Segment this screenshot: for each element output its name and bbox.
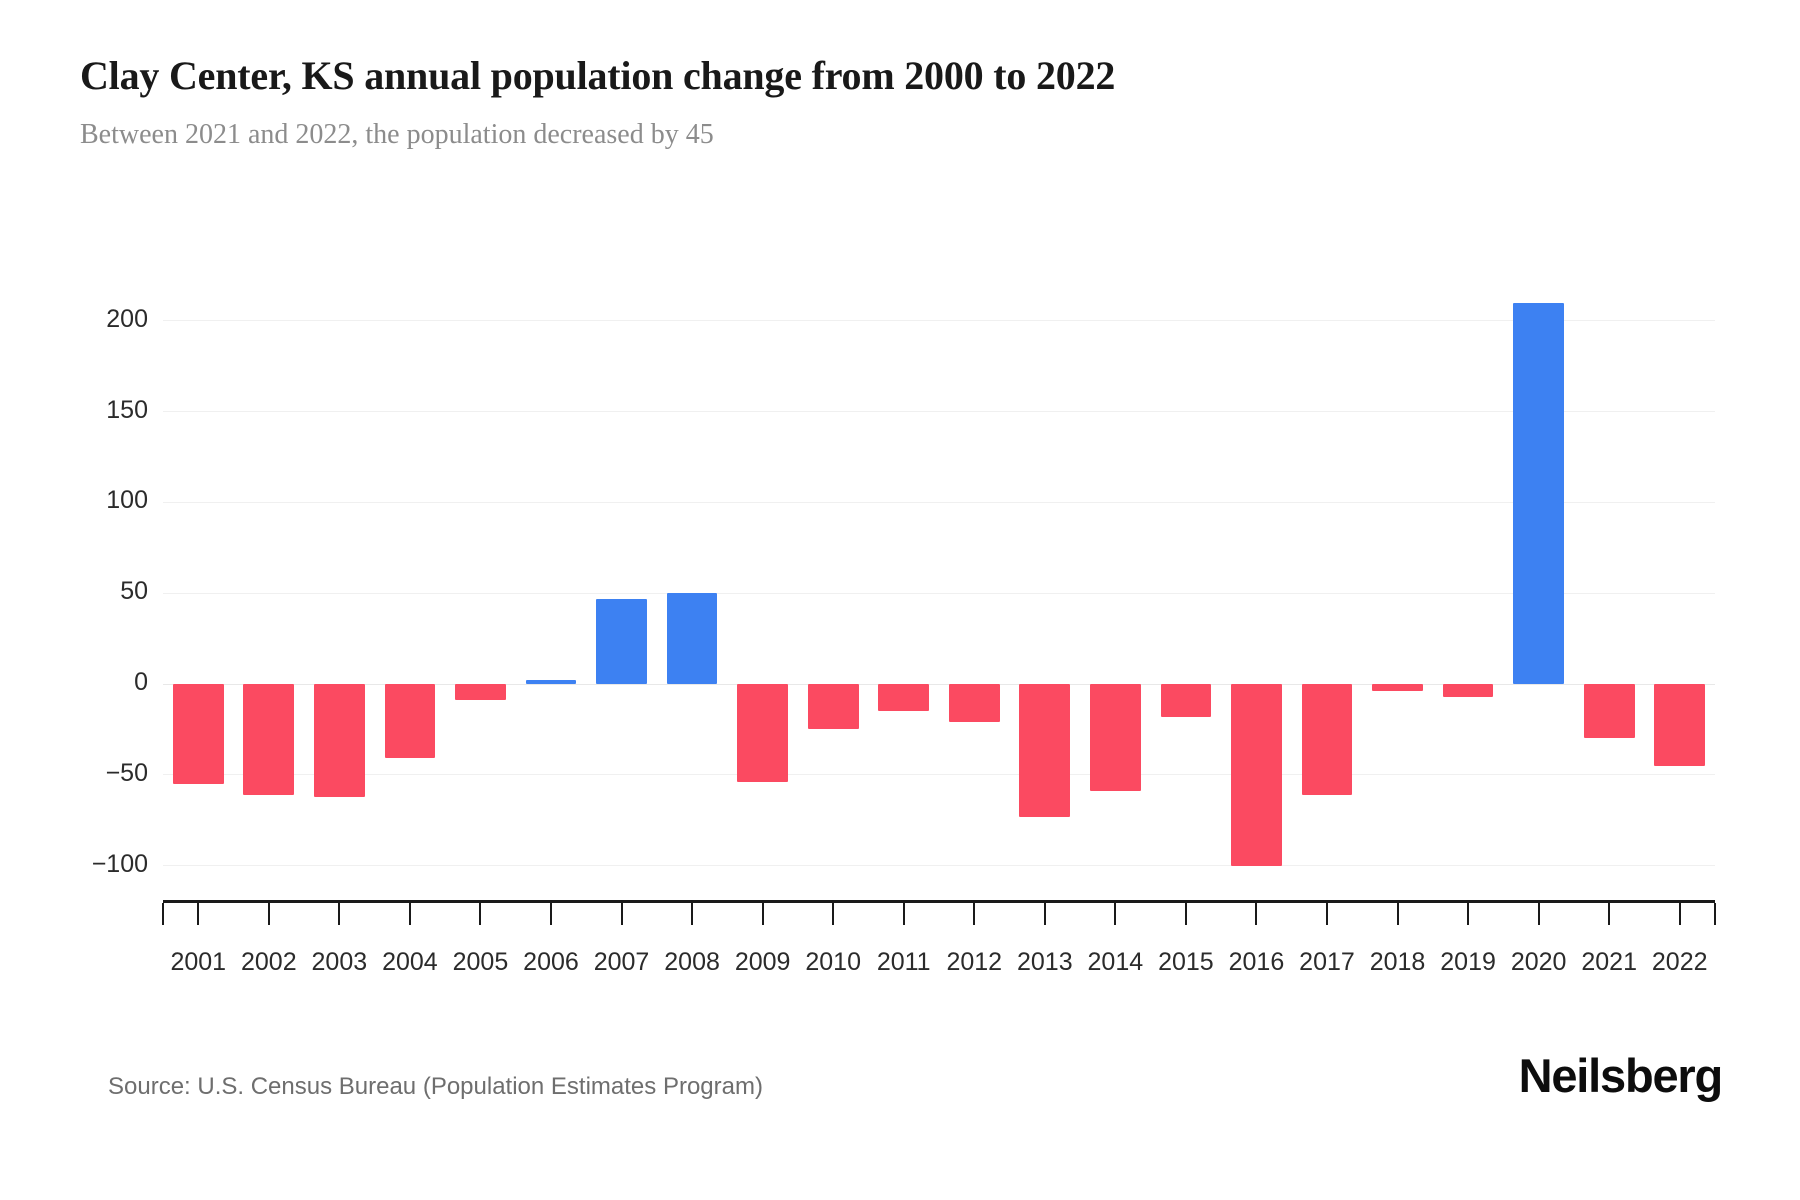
bar-2022[interactable] — [1654, 684, 1706, 766]
x-axis-label-2018: 2018 — [1369, 948, 1426, 976]
x-axis-tick — [1255, 903, 1258, 925]
bar-2009[interactable] — [737, 684, 789, 783]
bar-2006[interactable] — [525, 680, 577, 684]
bar-2004[interactable] — [384, 684, 436, 759]
x-axis-tick — [408, 903, 411, 925]
x-axis-label-2010: 2010 — [805, 948, 861, 976]
x-axis-label-2001: 2001 — [170, 948, 227, 976]
gridline-200 — [163, 320, 1715, 322]
x-axis-label-2005: 2005 — [452, 948, 509, 976]
x-axis-tick — [1714, 903, 1716, 925]
bar-2019[interactable] — [1442, 684, 1494, 697]
x-axis-label-2002: 2002 — [240, 948, 297, 976]
x-axis-tick — [338, 903, 341, 925]
bar-2002[interactable] — [243, 684, 295, 795]
y-axis-tick-label: 100 — [106, 486, 148, 515]
gridline--50 — [163, 774, 1715, 776]
x-axis-tick — [1396, 903, 1399, 925]
x-axis-label-2020: 2020 — [1510, 948, 1567, 976]
y-axis-tick-label: −50 — [105, 758, 148, 787]
x-axis-label-2012: 2012 — [946, 948, 1003, 976]
bar-2021[interactable] — [1583, 684, 1635, 739]
x-axis-label-2007: 2007 — [593, 948, 650, 976]
gridline-150 — [163, 411, 1715, 413]
gridline-100 — [163, 501, 1715, 503]
x-axis-tick — [1114, 903, 1117, 925]
bar-2020[interactable] — [1513, 302, 1565, 684]
y-axis-tick-label: 0 — [134, 668, 148, 696]
x-axis-tick — [1467, 903, 1470, 925]
source-note: Source: U.S. Census Bureau (Population E… — [108, 1073, 763, 1100]
x-axis-tick — [761, 903, 764, 925]
bar-2012[interactable] — [948, 684, 1000, 723]
x-axis-label-2015: 2015 — [1158, 948, 1214, 976]
x-axis-tick — [1043, 903, 1046, 925]
y-axis-tick-label: 200 — [106, 304, 148, 333]
x-axis-tick — [197, 903, 200, 925]
bar-2015[interactable] — [1160, 684, 1212, 717]
x-axis-tick — [1326, 903, 1328, 925]
x-axis-label-2011: 2011 — [876, 948, 931, 976]
x-axis-label-2004: 2004 — [382, 948, 438, 976]
x-axis-tick — [550, 903, 552, 925]
x-axis-label-2014: 2014 — [1087, 948, 1144, 976]
bar-2007[interactable] — [596, 598, 647, 684]
x-axis-label-2017: 2017 — [1299, 948, 1355, 976]
x-axis-line — [163, 900, 1715, 903]
bar-2016[interactable] — [1231, 684, 1282, 866]
gridline--100 — [163, 865, 1715, 867]
y-axis-tick-label: −100 — [91, 849, 148, 878]
bar-2017[interactable] — [1301, 684, 1353, 795]
chart-subtitle: Between 2021 and 2022, the population de… — [80, 119, 714, 150]
page-title: Clay Center, KS annual population change… — [80, 53, 1116, 98]
x-axis-label-2003: 2003 — [311, 948, 368, 976]
brand-logo: Neilsberg — [1518, 1049, 1724, 1102]
bar-2001[interactable] — [172, 684, 224, 784]
x-axis-tick — [832, 903, 835, 925]
x-axis-tick — [973, 903, 976, 925]
x-axis-label-2006: 2006 — [523, 948, 579, 976]
x-axis-tick — [1184, 903, 1187, 925]
x-axis-tick — [902, 903, 905, 925]
bar-2014[interactable] — [1089, 684, 1141, 792]
bar-2011[interactable] — [878, 684, 930, 712]
bar-2003[interactable] — [313, 684, 365, 797]
bar-2005[interactable] — [455, 684, 506, 701]
x-axis-label-2021: 2021 — [1581, 948, 1637, 976]
bar-2018[interactable] — [1372, 684, 1423, 692]
x-axis-label-2019: 2019 — [1440, 948, 1496, 976]
y-axis-tick-label: 50 — [120, 577, 148, 606]
chart-header: Clay Center, KS annual population change… — [80, 52, 1720, 152]
gridline-0 — [163, 683, 1715, 685]
bar-2010[interactable] — [807, 684, 859, 730]
bar-2013[interactable] — [1019, 684, 1071, 817]
x-axis-tick — [267, 903, 270, 925]
x-axis-label-2016: 2016 — [1228, 948, 1285, 976]
y-axis-tick-label: 150 — [106, 395, 148, 424]
gridline-50 — [163, 592, 1715, 594]
bar-2008[interactable] — [666, 593, 718, 684]
x-axis-label-2022: 2022 — [1651, 948, 1708, 976]
x-axis-tick — [162, 903, 164, 925]
x-axis-tick — [691, 903, 694, 925]
x-axis-label-2008: 2008 — [664, 948, 720, 976]
x-axis-label-2013: 2013 — [1016, 948, 1073, 976]
x-axis-tick — [620, 903, 623, 925]
x-axis-tick — [1537, 903, 1540, 925]
x-axis-tick — [1678, 903, 1681, 925]
x-axis-label-2009: 2009 — [734, 948, 791, 976]
x-axis-tick — [479, 903, 482, 925]
x-axis-tick — [1608, 903, 1611, 925]
